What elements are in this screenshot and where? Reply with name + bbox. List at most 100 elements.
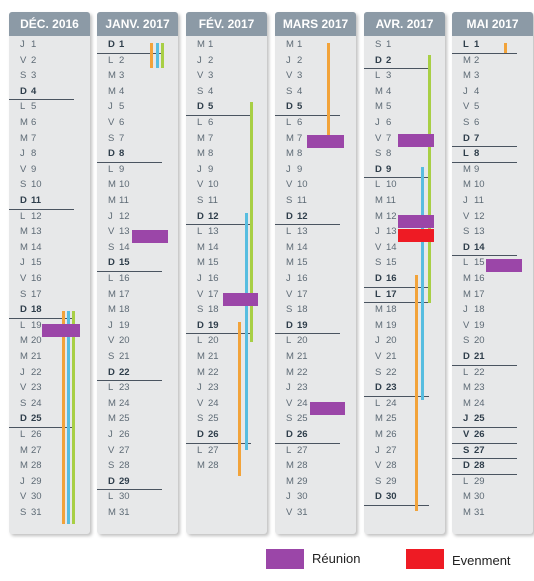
- day-row[interactable]: M 25: [364, 411, 445, 427]
- day-row[interactable]: D 15: [97, 255, 162, 272]
- day-row[interactable]: M 18: [364, 302, 445, 318]
- day-row[interactable]: M 16: [452, 271, 533, 287]
- day-row[interactable]: D 19: [186, 318, 251, 335]
- period-bar[interactable]: [421, 167, 424, 400]
- day-row[interactable]: D 12: [186, 209, 251, 226]
- day-row[interactable]: D 21: [452, 349, 517, 366]
- day-row[interactable]: V 24: [186, 396, 267, 412]
- day-row[interactable]: S 18: [186, 302, 267, 318]
- reunion-block[interactable]: [398, 215, 434, 228]
- day-row[interactable]: V 10: [275, 177, 356, 193]
- day-row[interactable]: J 23: [275, 380, 356, 396]
- day-row[interactable]: V 26: [452, 427, 517, 444]
- day-row[interactable]: M 17: [452, 287, 533, 303]
- day-row[interactable]: S 17: [9, 287, 90, 303]
- day-row[interactable]: M 11: [364, 193, 445, 209]
- day-row[interactable]: D 18: [9, 302, 74, 319]
- day-row[interactable]: L 15: [452, 255, 533, 271]
- day-row[interactable]: L 27: [186, 443, 267, 459]
- day-row[interactable]: D 26: [186, 427, 251, 444]
- period-bar[interactable]: [415, 275, 418, 511]
- day-row[interactable]: S 14: [97, 240, 178, 256]
- day-row[interactable]: M 10: [97, 177, 178, 193]
- day-row[interactable]: J 11: [452, 193, 533, 209]
- day-row[interactable]: M 24: [452, 396, 533, 412]
- day-row[interactable]: L 22: [452, 365, 533, 381]
- day-row[interactable]: S 11: [275, 193, 356, 209]
- day-row[interactable]: M 15: [186, 255, 267, 271]
- day-row[interactable]: D 23: [364, 380, 429, 397]
- day-row[interactable]: J 23: [186, 380, 267, 396]
- day-row[interactable]: M 28: [9, 458, 90, 474]
- day-row[interactable]: S 25: [275, 411, 356, 427]
- day-row[interactable]: M 14: [275, 240, 356, 256]
- day-row[interactable]: M 29: [275, 474, 356, 490]
- day-row[interactable]: M 22: [275, 365, 356, 381]
- day-row[interactable]: L 17: [364, 287, 429, 304]
- day-row[interactable]: J 19: [97, 318, 178, 334]
- day-row[interactable]: J 16: [186, 271, 267, 287]
- reunion-block[interactable]: [42, 324, 80, 337]
- day-row[interactable]: S 31: [9, 505, 90, 521]
- day-row[interactable]: V 31: [275, 505, 356, 521]
- day-row[interactable]: J 26: [97, 427, 178, 443]
- day-row[interactable]: D 26: [275, 427, 340, 444]
- day-row[interactable]: M 21: [186, 349, 267, 365]
- day-row[interactable]: M 14: [186, 240, 267, 256]
- period-bar[interactable]: [327, 43, 330, 143]
- period-bar[interactable]: [62, 311, 65, 524]
- day-row[interactable]: D 22: [97, 365, 162, 382]
- day-row[interactable]: M 25: [97, 411, 178, 427]
- day-row[interactable]: V 10: [186, 177, 267, 193]
- day-row[interactable]: L 24: [364, 396, 445, 412]
- reunion-block[interactable]: [307, 135, 344, 148]
- day-row[interactable]: S 27: [452, 443, 517, 460]
- day-row[interactable]: J 15: [9, 255, 90, 271]
- period-bar[interactable]: [161, 43, 164, 68]
- day-row[interactable]: D 16: [364, 271, 429, 288]
- day-row[interactable]: M 28: [186, 458, 267, 474]
- day-row[interactable]: L 10: [364, 177, 445, 193]
- day-row[interactable]: S 25: [186, 411, 267, 427]
- day-row[interactable]: D 19: [275, 318, 340, 335]
- period-bar[interactable]: [150, 43, 153, 68]
- day-row[interactable]: D 30: [364, 489, 429, 506]
- day-row[interactable]: V 13: [97, 224, 178, 240]
- day-row[interactable]: J 12: [97, 209, 178, 225]
- period-bar[interactable]: [238, 322, 241, 476]
- day-row[interactable]: J 29: [9, 474, 90, 490]
- day-row[interactable]: D 29: [97, 474, 162, 491]
- day-row[interactable]: V 19: [452, 318, 533, 334]
- day-row[interactable]: M 11: [97, 193, 178, 209]
- period-bar[interactable]: [504, 43, 507, 53]
- day-row[interactable]: J 27: [364, 443, 445, 459]
